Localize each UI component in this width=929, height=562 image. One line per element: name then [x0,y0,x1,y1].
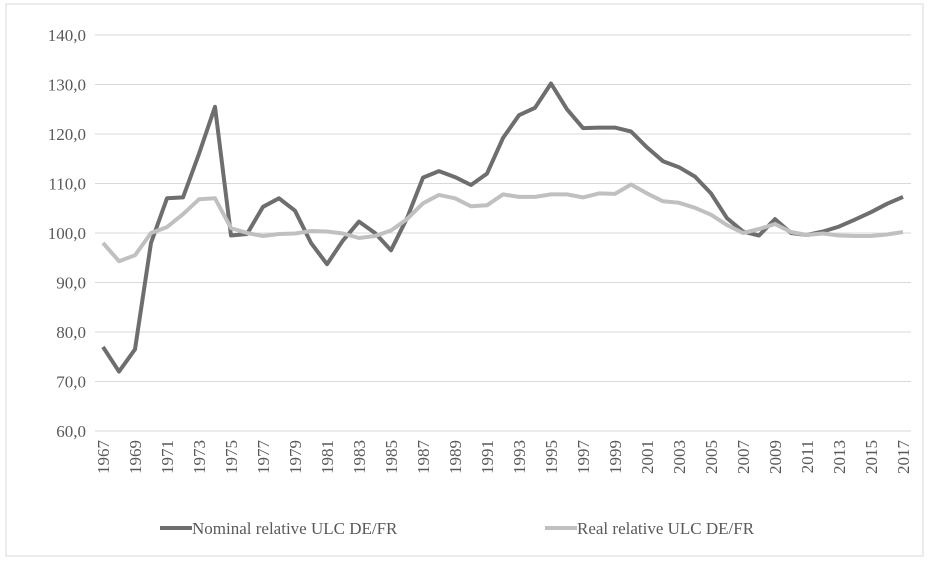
x-tick-label: 1985 [382,440,401,474]
x-tick-label: 1977 [254,440,273,475]
x-tick-label: 1975 [222,440,241,474]
x-tick-label: 2015 [862,440,881,474]
x-tick-label: 2009 [766,440,785,474]
x-tick-label: 2011 [798,440,817,473]
x-tick-label: 1983 [350,440,369,474]
x-tick-label: 1969 [126,440,145,474]
x-tick-label: 1991 [478,440,497,474]
x-tick-label: 2003 [670,440,689,474]
y-tick-label: 80,0 [56,323,86,342]
legend-label: Real relative ULC DE/FR [577,519,755,538]
x-tick-label: 2013 [830,440,849,474]
x-tick-label: 1989 [446,440,465,474]
x-tick-label: 1987 [414,440,433,475]
x-tick-label: 2005 [702,440,721,474]
x-tick-label: 1995 [542,440,561,474]
x-tick-label: 2017 [894,440,913,475]
x-tick-label: 2001 [638,440,657,474]
x-tick-label: 1979 [286,440,305,474]
x-tick-label: 1967 [94,440,113,475]
y-tick-label: 110,0 [48,175,86,194]
x-tick-label: 1981 [318,440,337,474]
x-tick-label: 1997 [574,440,593,475]
chart-frame [5,3,924,557]
y-tick-label: 90,0 [56,274,86,293]
legend-label: Nominal relative ULC DE/FR [192,519,398,538]
x-tick-label: 1993 [510,440,529,474]
y-tick-label: 130,0 [48,76,86,95]
x-tick-label: 2007 [734,440,753,475]
series-line [101,182,904,264]
y-tick-label: 120,0 [48,125,86,144]
y-tick-label: 100,0 [48,224,86,243]
x-tick-label: 1971 [158,440,177,474]
x-tick-label: 1973 [190,440,209,474]
x-tick-label: 1999 [606,440,625,474]
y-tick-label: 140,0 [48,26,86,45]
y-tick-label: 60,0 [56,422,86,441]
y-tick-label: 70,0 [56,373,86,392]
